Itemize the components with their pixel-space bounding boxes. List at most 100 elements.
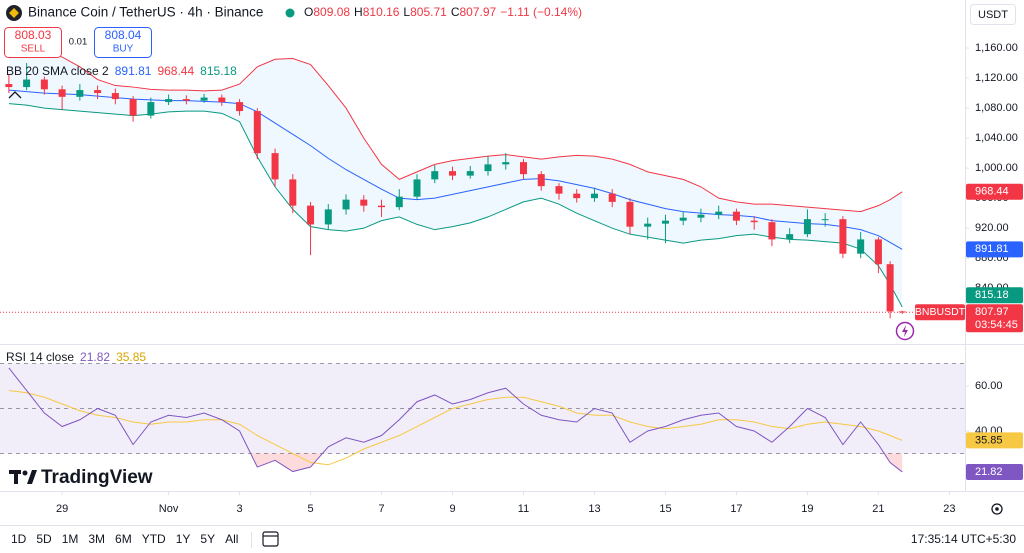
buy-label[interactable]: BUY bbox=[113, 44, 134, 55]
mark-layer: 1,160.00 1,120.00 1,080.00 1,040.00 1,000.00… bbox=[0, 42, 1018, 515]
upper-band-label-bg bbox=[966, 183, 1023, 200]
x-tick-label: 17 bbox=[730, 503, 742, 515]
indicator-line bbox=[8, 103, 903, 308]
ohlc-value: 805.71 bbox=[410, 5, 447, 19]
range-button[interactable]: 1D bbox=[11, 532, 27, 546]
x-tick-label: 9 bbox=[449, 503, 455, 515]
clock[interactable]: 17:35:14 UTC+5:30 bbox=[911, 532, 1016, 546]
settings-icon-dot bbox=[995, 507, 999, 511]
rsi-legend[interactable]: RSI 14 close 21.82 35.85 bbox=[6, 350, 146, 364]
candle-body bbox=[502, 162, 510, 165]
legend-value: 968.44 bbox=[157, 64, 194, 78]
candle-body bbox=[484, 164, 492, 172]
candle-body bbox=[413, 179, 421, 197]
candle-body bbox=[289, 179, 297, 206]
candle-body bbox=[886, 264, 894, 312]
legend-value: 35.85 bbox=[116, 350, 146, 364]
sell-label[interactable]: SELL bbox=[21, 44, 46, 55]
currency[interactable]: USDT bbox=[978, 9, 1008, 21]
candle-body bbox=[644, 223, 652, 227]
rsi-label-bg bbox=[966, 463, 1023, 480]
logo[interactable]: TradingView bbox=[9, 467, 153, 488]
x-tick-label: 19 bbox=[801, 503, 813, 515]
candle-body bbox=[76, 90, 84, 97]
lower-band-label: 815.18 bbox=[975, 289, 1009, 301]
settings-icon[interactable] bbox=[991, 503, 1003, 515]
lower-band-label-bg bbox=[966, 287, 1023, 304]
currency-button[interactable] bbox=[970, 4, 1016, 25]
ohlc-value: 810.16 bbox=[363, 5, 400, 19]
y-tick-label: 1,000.00 bbox=[975, 162, 1018, 174]
y-tick-label: 920.00 bbox=[975, 222, 1009, 234]
basis-label-bg bbox=[966, 241, 1023, 258]
candle-body bbox=[874, 239, 882, 265]
candle-body bbox=[626, 201, 634, 227]
range-button[interactable]: 5D bbox=[36, 532, 52, 546]
candle-body bbox=[395, 196, 403, 208]
x-tick-label: 11 bbox=[518, 503, 529, 515]
ohlc-value: 807.97 bbox=[459, 5, 496, 19]
ohlc-legend: O809.08 H810.16 L805.71 C807.97 −1.11 (−0.14… bbox=[304, 5, 582, 19]
range-button[interactable]: 5Y bbox=[200, 532, 215, 546]
candle-body bbox=[697, 214, 705, 218]
candle-body bbox=[537, 174, 545, 187]
candle-body bbox=[898, 311, 906, 313]
date-range-icon[interactable] bbox=[262, 531, 279, 547]
spread: 0.01 bbox=[69, 37, 88, 48]
axis-layer bbox=[0, 0, 1024, 526]
indicator-line bbox=[8, 89, 903, 250]
candle-body bbox=[165, 99, 173, 103]
market-status bbox=[285, 8, 295, 18]
candle-body bbox=[58, 89, 66, 97]
sell-price[interactable]: 808.03 bbox=[15, 28, 52, 42]
legend-value: 21.82 bbox=[80, 350, 110, 364]
ohlc-label: C bbox=[451, 5, 460, 19]
candle-body bbox=[182, 99, 190, 101]
candle-body bbox=[786, 234, 794, 240]
toolbar: 17:35:14 UTC+5:30 1D 5D 1M 3M 6M YTD 1Y 5Y All bbox=[11, 531, 1016, 548]
last-price: 807.97 bbox=[975, 306, 1009, 318]
range-button[interactable]: 3M bbox=[88, 532, 105, 546]
candle-body bbox=[360, 199, 368, 206]
candle-body bbox=[519, 162, 527, 175]
candle-body bbox=[750, 220, 758, 223]
candle-body bbox=[768, 222, 776, 240]
logo-mark bbox=[27, 470, 37, 484]
sell-button[interactable] bbox=[4, 27, 62, 58]
candle-body bbox=[307, 205, 315, 225]
candle-body bbox=[732, 211, 740, 221]
candle-body bbox=[147, 102, 155, 116]
candle-body bbox=[94, 90, 102, 94]
y-tick-label: 1,160.00 bbox=[975, 42, 1018, 54]
last-price-bg bbox=[966, 304, 1023, 333]
range-button[interactable]: All bbox=[225, 532, 238, 546]
candle-body bbox=[555, 186, 563, 194]
logo-text: TradingView bbox=[41, 467, 153, 488]
x-tick-label: Nov bbox=[159, 503, 179, 515]
symbol-title[interactable]: Binance Coin / TetherUS · 4h · Binance bbox=[28, 5, 263, 20]
indicator-legend[interactable]: BB 20 SMA close 2 891.81 968.44 815.18 bbox=[6, 64, 237, 78]
ohlc-value: 809.08 bbox=[313, 5, 350, 19]
range-button[interactable]: 6M bbox=[115, 532, 132, 546]
candle-body bbox=[111, 93, 119, 100]
buy-price[interactable]: 808.04 bbox=[105, 28, 142, 42]
candle-body bbox=[466, 171, 474, 176]
candle-body bbox=[200, 97, 208, 101]
legend-value: 891.81 bbox=[115, 64, 152, 78]
buy-button[interactable] bbox=[94, 27, 152, 58]
range-button[interactable]: 1M bbox=[62, 532, 79, 546]
y-tick-label: 1,080.00 bbox=[975, 102, 1018, 114]
legend-value: 815.18 bbox=[200, 64, 237, 78]
candle-body bbox=[608, 193, 616, 202]
x-tick-label: 15 bbox=[659, 503, 671, 515]
x-tick-label: 3 bbox=[237, 503, 243, 515]
collapse-icon[interactable] bbox=[8, 91, 22, 99]
rsi-ma-label: 35.85 bbox=[975, 434, 1003, 446]
range-button[interactable]: YTD bbox=[142, 532, 166, 546]
candle-body bbox=[324, 209, 332, 225]
range-button[interactable]: 1Y bbox=[176, 532, 191, 546]
candle-body bbox=[378, 205, 386, 208]
